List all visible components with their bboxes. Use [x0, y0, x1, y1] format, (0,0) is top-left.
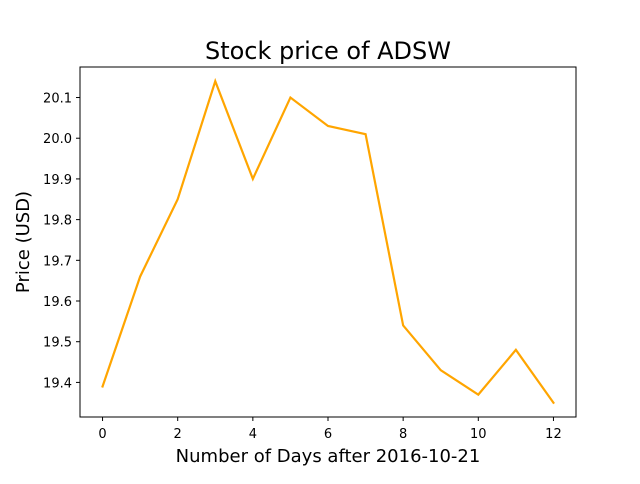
x-tick-label: 8 [399, 427, 407, 442]
x-tick-label: 6 [324, 427, 332, 442]
y-tick-label: 19.8 [43, 214, 72, 229]
y-tick-label: 20.0 [43, 132, 72, 147]
x-tick-label: 0 [98, 427, 106, 442]
x-tick-label: 10 [470, 427, 487, 442]
y-tick-label: 19.9 [43, 173, 72, 188]
y-tick-label: 20.1 [43, 92, 72, 107]
y-tick-label: 19.4 [43, 376, 72, 391]
x-tick-label: 2 [174, 427, 182, 442]
x-tick-label: 12 [545, 427, 562, 442]
x-tick-label: 4 [249, 427, 257, 442]
x-axis-label: Number of Days after 2016-10-21 [176, 446, 481, 467]
chart-title: Stock price of ADSW [205, 37, 451, 65]
y-tick-label: 19.6 [43, 295, 72, 310]
y-tick-label: 19.5 [43, 336, 72, 351]
y-tick-label: 19.7 [43, 254, 72, 269]
y-axis-label: Price (USD) [13, 191, 34, 293]
